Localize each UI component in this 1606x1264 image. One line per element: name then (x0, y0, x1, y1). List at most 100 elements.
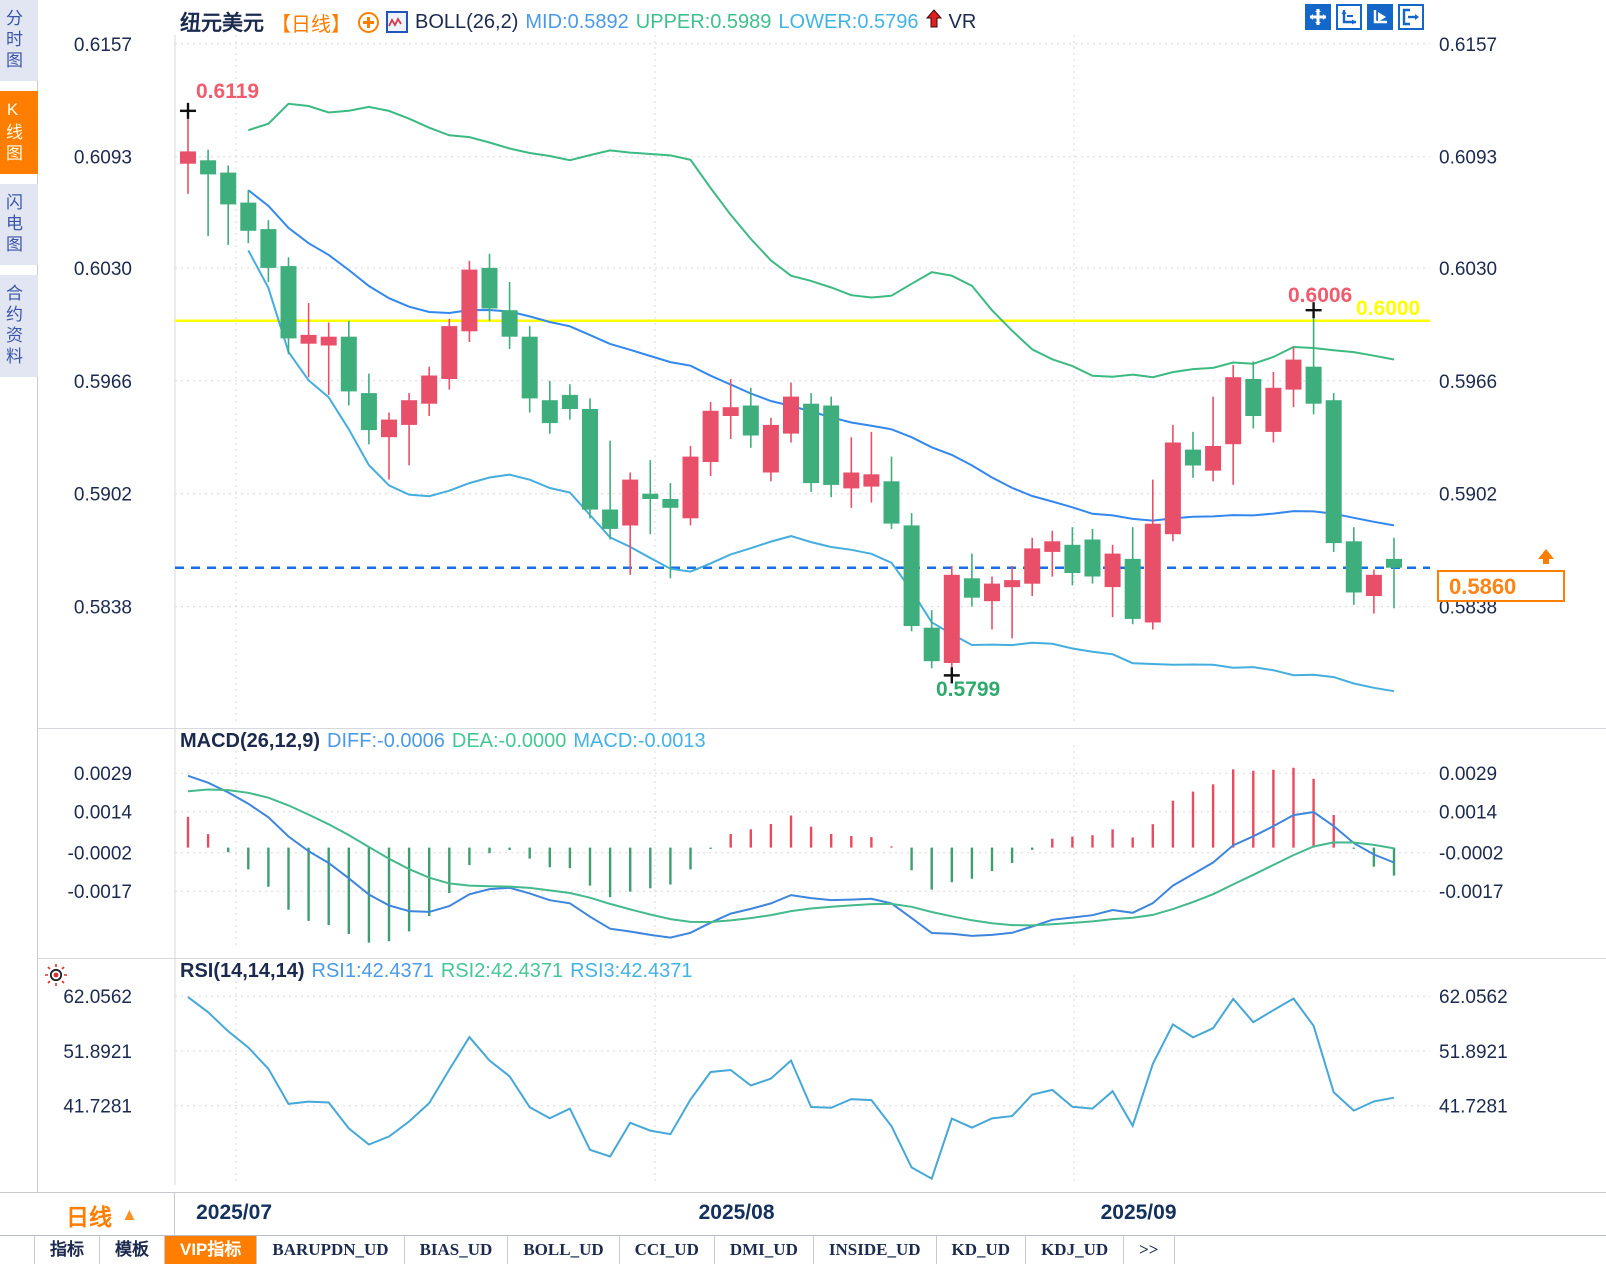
candle-body (1345, 541, 1362, 593)
indicator-tab-2[interactable]: VIP指标 (165, 1236, 258, 1264)
y-axis-tick-left: 0.5838 (74, 598, 132, 619)
y-axis-tick-right: 0.0014 (1439, 803, 1498, 824)
chart-svg[interactable]: 0.6157 0.6157 0.6093 0.6093 0.6030 0.6030 0.59… (38, 0, 1606, 1192)
candle-body (662, 499, 679, 508)
candle-body (943, 574, 960, 663)
indicator-tab-9[interactable]: KD_UD (937, 1236, 1027, 1264)
left-tab-strip: 分时图 K线图闪电图合约资料 (0, 0, 38, 1235)
axis-labels-layer: 0.6157 0.6157 0.6093 0.6093 0.6030 0.6030 0.59… (63, 35, 1507, 1118)
candle-body (923, 627, 940, 662)
grid-layer (38, 35, 1606, 1185)
candle-body (702, 410, 719, 462)
sidebar-tab-3[interactable]: 合约资料 (0, 275, 38, 377)
axis-play-icon[interactable] (1367, 4, 1393, 30)
chart-toolbar (1305, 4, 1424, 30)
boll-param-label: BOLL(26,2) (415, 10, 519, 33)
macd-diff-value: DIFF:-0.0006 (327, 730, 445, 752)
x-axis-month-label: 2025/09 (1100, 1201, 1177, 1224)
candle-body (180, 151, 196, 164)
exit-chart-icon[interactable] (1398, 4, 1424, 30)
tabbar-spacer (0, 1236, 35, 1264)
macd-macd-value: MACD:-0.0013 (573, 730, 706, 752)
candle-body (1245, 379, 1262, 416)
link-plus-icon[interactable] (358, 11, 379, 33)
macd-layer (186, 767, 1396, 943)
indicator-tab-4[interactable]: BIAS_UD (405, 1236, 509, 1264)
candle-body (561, 394, 578, 409)
y-axis-tick-right: 51.8921 (1439, 1042, 1508, 1063)
candle-body (722, 407, 739, 416)
period-tag: 【日线】 (271, 13, 351, 36)
candle-body (883, 481, 900, 524)
boll-lower-value: LOWER:0.5796 (778, 10, 919, 33)
pan-icon[interactable] (1305, 4, 1331, 30)
candle-body (582, 409, 598, 510)
candle-body (762, 424, 779, 473)
alert-sun-icon[interactable] (44, 963, 68, 992)
indicator-tab-1[interactable]: 模板 (100, 1236, 165, 1264)
period-label: 日线 (66, 1203, 112, 1230)
candle-body (1205, 446, 1222, 471)
candle-body (1064, 544, 1081, 573)
candle-body (541, 400, 558, 424)
candle-body (1386, 558, 1402, 568)
y-axis-tick-left: 62.0562 (63, 987, 132, 1008)
candle-body (1185, 449, 1201, 466)
vr-arrow-icon[interactable] (925, 9, 942, 35)
candle-body (1044, 541, 1061, 552)
axis-zoom-icon[interactable] (1336, 4, 1362, 30)
indicator-tab-5[interactable]: BOLL_UD (508, 1236, 620, 1264)
sidebar-tab-0[interactable]: 分时图 (0, 0, 38, 81)
y-axis-tick-left: -0.0017 (68, 882, 132, 903)
main-chart-header: 纽元美元 【日线】 BOLL(26,2) MID:0.5892 UPPER:0.… (180, 7, 976, 37)
y-axis-tick-right: 0.6157 (1439, 35, 1497, 56)
candle-body (1084, 539, 1101, 577)
candles-layer[interactable] (180, 110, 1402, 676)
y-axis-tick-right: 62.0562 (1439, 987, 1508, 1008)
period-selector[interactable]: 日线 ▲ (38, 1193, 175, 1236)
y-axis-tick-left: -0.0002 (68, 844, 132, 865)
indicator-tab-10[interactable]: KDJ_UD (1026, 1236, 1125, 1264)
y-axis-tick-right: 0.5838 (1439, 598, 1497, 619)
indicator-tab-3[interactable]: BARUPDN_UD (257, 1236, 405, 1264)
bottom-tabbar: 指标 模板 VIP指标 BARUPDN_UD BIAS_UD BOLL_UD CCI_UD D… (0, 1235, 1606, 1264)
y-axis-tick-left: 0.0029 (74, 764, 132, 785)
sidebar-tab-2[interactable]: 闪电图 (0, 184, 38, 265)
key-levels-layer (175, 319, 1430, 570)
period-arrow-icon: ▲ (121, 1204, 138, 1224)
boll-upper-value: UPPER:0.5989 (635, 10, 772, 33)
indicator-tab-11[interactable]: >> (1124, 1236, 1175, 1264)
y-axis-tick-right: 0.6093 (1439, 148, 1497, 169)
candle-body (984, 583, 1000, 602)
x-axis-month-label: 2025/07 (196, 1201, 273, 1224)
indicator-tab-7[interactable]: DMI_UD (715, 1236, 814, 1264)
candle-body (1265, 387, 1282, 432)
candle-body (441, 326, 458, 379)
indicator-tab-6[interactable]: CCI_UD (620, 1236, 715, 1264)
candle-body (642, 493, 659, 499)
candle-body (300, 334, 317, 344)
candle-body (521, 336, 538, 399)
y-axis-tick-right: 0.5902 (1439, 485, 1497, 506)
candle-body (1365, 574, 1382, 596)
y-axis-tick-right: -0.0017 (1439, 882, 1503, 903)
rsi-layer (187, 996, 1395, 1181)
rsi3-value: RSI3:42.4371 (570, 960, 693, 982)
candle-body (240, 202, 257, 231)
sidebar-tab-1[interactable]: K线图 (0, 91, 38, 174)
last-price-arrow-icon (1538, 549, 1554, 564)
candle-body (381, 419, 397, 438)
indicator-tab-8[interactable]: INSIDE_UD (814, 1236, 937, 1264)
indicator-tab-0[interactable]: 指标 (35, 1236, 100, 1264)
candle-body (823, 405, 840, 485)
candle-body (461, 269, 478, 332)
macd-title: MACD(26,12,9) (180, 730, 321, 752)
boll-bands-layer (247, 102, 1395, 693)
y-axis-tick-right: 0.6030 (1439, 259, 1497, 280)
candle-body (360, 393, 377, 431)
candle-body (401, 400, 418, 425)
candle-body (622, 479, 639, 526)
candle-body (501, 310, 518, 337)
macd-dea-value: DEA:-0.0000 (451, 730, 567, 752)
y-axis-tick-right: -0.0002 (1439, 844, 1503, 865)
